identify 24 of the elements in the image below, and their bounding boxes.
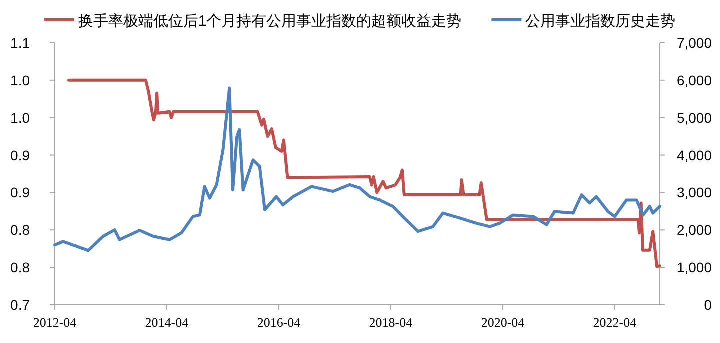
y-tick-label: 0.7 <box>10 297 30 313</box>
y-tick-label: 1.0 <box>10 72 30 88</box>
x-tick-label: 2012-04 <box>33 315 78 330</box>
y-tick-label: 1.1 <box>10 35 30 51</box>
y2-tick-label: 4,000 <box>676 147 712 164</box>
x-tick-label: 2020-04 <box>481 315 526 330</box>
legend-label: 换手率极端低位后1个月持有公用事业指数的超额收益走势 <box>78 13 462 30</box>
x-tick-label: 2018-04 <box>369 315 414 330</box>
x-tick-label: 2014-04 <box>145 315 190 330</box>
y2-tick-label: 5,000 <box>676 110 712 126</box>
legend-label: 公用事业指数历史走势 <box>526 13 676 30</box>
y2-tick-label: 3,000 <box>676 184 712 201</box>
y-tick-label: 0.9 <box>10 184 30 201</box>
y-tick-label: 0.9 <box>10 147 30 164</box>
y2-tick-label: 2,000 <box>676 222 712 238</box>
y2-tick-label: 1,000 <box>676 260 712 276</box>
y-tick-label: 1.0 <box>10 110 30 126</box>
y2-tick-label: 7,000 <box>676 35 712 51</box>
y-tick-label: 0.8 <box>10 260 30 276</box>
y-tick-label: 0.8 <box>10 222 30 238</box>
y2-tick-label: 6,000 <box>676 72 712 88</box>
x-tick-label: 2022-04 <box>593 315 638 330</box>
x-tick-label: 2016-04 <box>257 315 302 330</box>
y2-tick-label: 0 <box>704 297 712 313</box>
